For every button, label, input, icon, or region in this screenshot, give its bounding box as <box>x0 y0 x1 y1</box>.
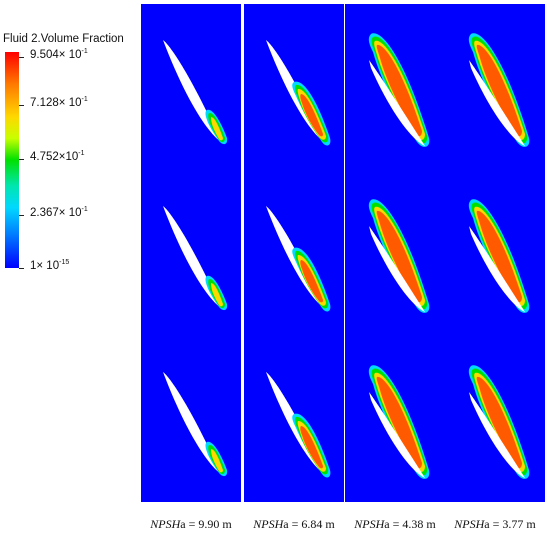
blade-shape <box>469 392 525 478</box>
legend-tick <box>19 159 24 160</box>
blade-group <box>368 199 430 313</box>
legend-label-max: 9.504× 10-1 <box>30 48 88 61</box>
cavity-core <box>211 449 223 473</box>
caption-1-text: a = 9.90 m <box>180 517 232 531</box>
blade-group <box>266 206 331 312</box>
contour-panel-1 <box>141 4 241 502</box>
caption-panel-2: NPSHa = 6.84 m <box>239 517 349 532</box>
legend-label-4-exp: -1 <box>81 206 88 213</box>
cavity-core <box>376 210 422 303</box>
legend-label-2-base: 7.128× 10 <box>30 96 82 109</box>
blade-group <box>266 372 331 478</box>
legend-tick <box>19 57 24 58</box>
legend-label-max-exp: -1 <box>81 48 88 55</box>
blade-shape <box>469 60 525 146</box>
blade-group <box>163 40 228 145</box>
blade-shape <box>369 392 425 478</box>
caption-4-italic: NPSH <box>454 517 485 531</box>
legend-label-4-base: 2.367× 10 <box>30 206 82 219</box>
contour-drawing <box>468 33 530 479</box>
cavity-core <box>300 94 323 137</box>
legend-label-3-exp: -1 <box>78 150 85 157</box>
cavity-core <box>211 117 223 141</box>
caption-2-italic: NPSH <box>253 517 284 531</box>
legend-label-2: 7.128× 10-1 <box>30 96 88 109</box>
caption-3-italic: NPSH <box>354 517 385 531</box>
colorbar <box>5 52 19 268</box>
blade-shape <box>369 226 425 312</box>
contour-drawing <box>368 33 430 479</box>
contour-drawing <box>266 40 331 478</box>
blade-group <box>163 372 228 477</box>
caption-1-italic: NPSH <box>150 517 181 531</box>
legend-label-3: 4.752×10-1 <box>30 150 85 163</box>
caption-panel-3: NPSHa = 4.38 m <box>340 517 450 532</box>
cavity-core <box>476 44 522 137</box>
legend-tick <box>19 105 24 106</box>
legend-label-min: 1× 10-15 <box>30 259 69 272</box>
blade-group <box>163 206 228 311</box>
contour-drawing <box>163 40 228 477</box>
contour-panel-2 <box>244 4 344 502</box>
legend-title: Fluid 2.Volume Fraction <box>3 33 124 45</box>
legend-label-3-base: 4.752×10 <box>30 150 79 163</box>
legend-label-4: 2.367× 10-1 <box>30 206 88 219</box>
caption-panel-4: NPSHa = 3.77 m <box>440 517 550 532</box>
blade-shape <box>469 226 525 312</box>
legend-label-min-base: 1× 10 <box>30 259 60 272</box>
legend-tick <box>19 268 24 269</box>
cavity-core <box>300 260 323 303</box>
blade-group <box>368 365 430 479</box>
blade-group <box>266 40 331 146</box>
legend-label-min-exp: -15 <box>59 259 70 266</box>
blade-group <box>468 33 530 147</box>
blade-group <box>468 199 530 313</box>
cavity-core <box>476 210 522 303</box>
cavity-core <box>211 283 223 307</box>
cavity-core <box>300 426 323 469</box>
caption-2-text: a = 6.84 m <box>283 517 335 531</box>
legend-label-2-exp: -1 <box>81 96 88 103</box>
contour-panel-4 <box>445 4 545 502</box>
cavity-core <box>376 376 422 469</box>
blade-group <box>368 33 430 147</box>
caption-3-text: a = 4.38 m <box>384 517 436 531</box>
cavity-core <box>476 376 522 469</box>
contour-panel-3 <box>345 4 445 502</box>
legend-tick <box>19 215 24 216</box>
blade-group <box>468 365 530 479</box>
legend-label-max-base: 9.504× 10 <box>30 48 82 61</box>
caption-4-text: a = 3.77 m <box>484 517 536 531</box>
blade-shape <box>369 60 425 146</box>
cavity-core <box>376 44 422 137</box>
caption-panel-1: NPSHa = 9.90 m <box>136 517 246 532</box>
